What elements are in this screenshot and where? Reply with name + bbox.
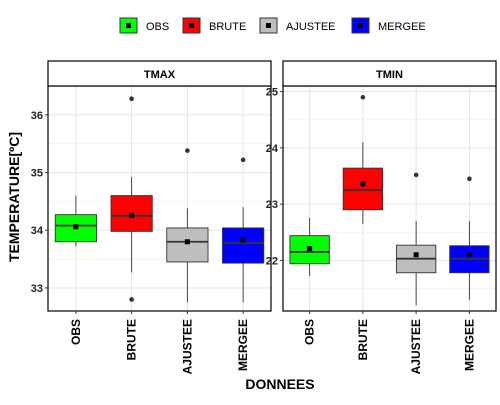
box-tmax-brute bbox=[110, 96, 153, 302]
box-iqr bbox=[289, 235, 330, 265]
panel-strip bbox=[282, 60, 497, 87]
y-tick-label: 33 bbox=[31, 283, 43, 295]
mean-marker bbox=[360, 181, 366, 187]
x-tick-label: MERGEE bbox=[462, 319, 476, 371]
x-tick-label: AJUSTEE bbox=[409, 319, 423, 374]
x-tick-label: MERGEE bbox=[236, 319, 250, 371]
panel-background bbox=[283, 86, 496, 311]
legend-item-mergee: MERGEE bbox=[351, 17, 426, 34]
legend: OBS BRUTE AJUSTEE MERGEE bbox=[119, 17, 426, 34]
panel-tmin: TMIN 22 23 24 25 OBS BRUTE AJUSTEE MERGEE bbox=[266, 60, 497, 374]
outlier-point bbox=[360, 94, 366, 100]
legend-item-brute: BRUTE bbox=[182, 17, 246, 34]
box-tmin-ajustee bbox=[395, 172, 437, 306]
y-tick-label: 23 bbox=[266, 199, 278, 211]
panels: TMAX 33 34 35 36 OBS BRUTE AJUSTEE MERGEE TMIN 22 2… bbox=[31, 60, 497, 374]
box-tmax-mergee bbox=[222, 157, 265, 303]
legend-label: MERGEE bbox=[378, 21, 426, 33]
y-tick-label: 22 bbox=[266, 255, 278, 267]
mean-marker bbox=[184, 239, 190, 245]
box-tmin-mergee bbox=[449, 176, 490, 300]
box-tmin-obs bbox=[289, 217, 330, 277]
legend-mean-marker bbox=[266, 23, 271, 28]
box-iqr bbox=[166, 227, 209, 263]
x-tick-label: OBS bbox=[303, 319, 317, 345]
y-tick-label: 35 bbox=[31, 168, 43, 180]
y-tick-label: 34 bbox=[31, 225, 44, 237]
outlier-point bbox=[129, 96, 134, 101]
mean-marker bbox=[73, 224, 79, 230]
outlier-point bbox=[185, 148, 190, 153]
outlier-point bbox=[240, 157, 246, 163]
outlier-point bbox=[413, 172, 419, 178]
box-iqr bbox=[342, 167, 384, 211]
panel-background bbox=[48, 86, 271, 311]
mean-marker bbox=[466, 252, 472, 258]
mean-marker bbox=[307, 246, 313, 252]
box-iqr bbox=[110, 195, 153, 232]
y-tick-label: 25 bbox=[266, 87, 278, 99]
box-tmax-ajustee bbox=[166, 148, 209, 303]
x-tick-label: AJUSTEE bbox=[180, 319, 194, 374]
panel-strip-title: TMIN bbox=[376, 69, 403, 81]
panel-strip bbox=[47, 60, 272, 87]
panel-tmax: TMAX 33 34 35 36 OBS BRUTE AJUSTEE MERGEE bbox=[31, 60, 272, 374]
box-tmin-brute bbox=[342, 94, 384, 224]
legend-mean-marker bbox=[189, 23, 194, 28]
y-tick-label: 24 bbox=[266, 143, 279, 155]
legend-item-obs: OBS bbox=[119, 17, 169, 34]
panel-strip-title: TMAX bbox=[144, 69, 176, 81]
x-tick-label: BRUTE bbox=[125, 319, 139, 360]
x-tick-label: BRUTE bbox=[356, 319, 370, 360]
box-tmax-obs bbox=[54, 195, 97, 247]
y-tick-label: 36 bbox=[31, 110, 43, 122]
legend-label: OBS bbox=[146, 21, 169, 33]
outlier-point bbox=[129, 297, 134, 302]
x-axis-label: DONNEES bbox=[245, 376, 314, 392]
legend-label: BRUTE bbox=[209, 21, 246, 33]
legend-item-ajustee: AJUSTEE bbox=[259, 17, 336, 34]
legend-mean-marker bbox=[358, 23, 363, 28]
box-iqr bbox=[222, 227, 265, 264]
legend-label: AJUSTEE bbox=[286, 21, 336, 33]
legend-mean-marker bbox=[126, 23, 131, 28]
outlier-point bbox=[467, 176, 472, 182]
mean-marker bbox=[240, 237, 246, 243]
mean-marker bbox=[413, 252, 419, 258]
y-axis-label: TEMPERATURE[ºC] bbox=[6, 132, 22, 262]
mean-marker bbox=[129, 212, 135, 218]
x-tick-label: OBS bbox=[69, 319, 83, 345]
